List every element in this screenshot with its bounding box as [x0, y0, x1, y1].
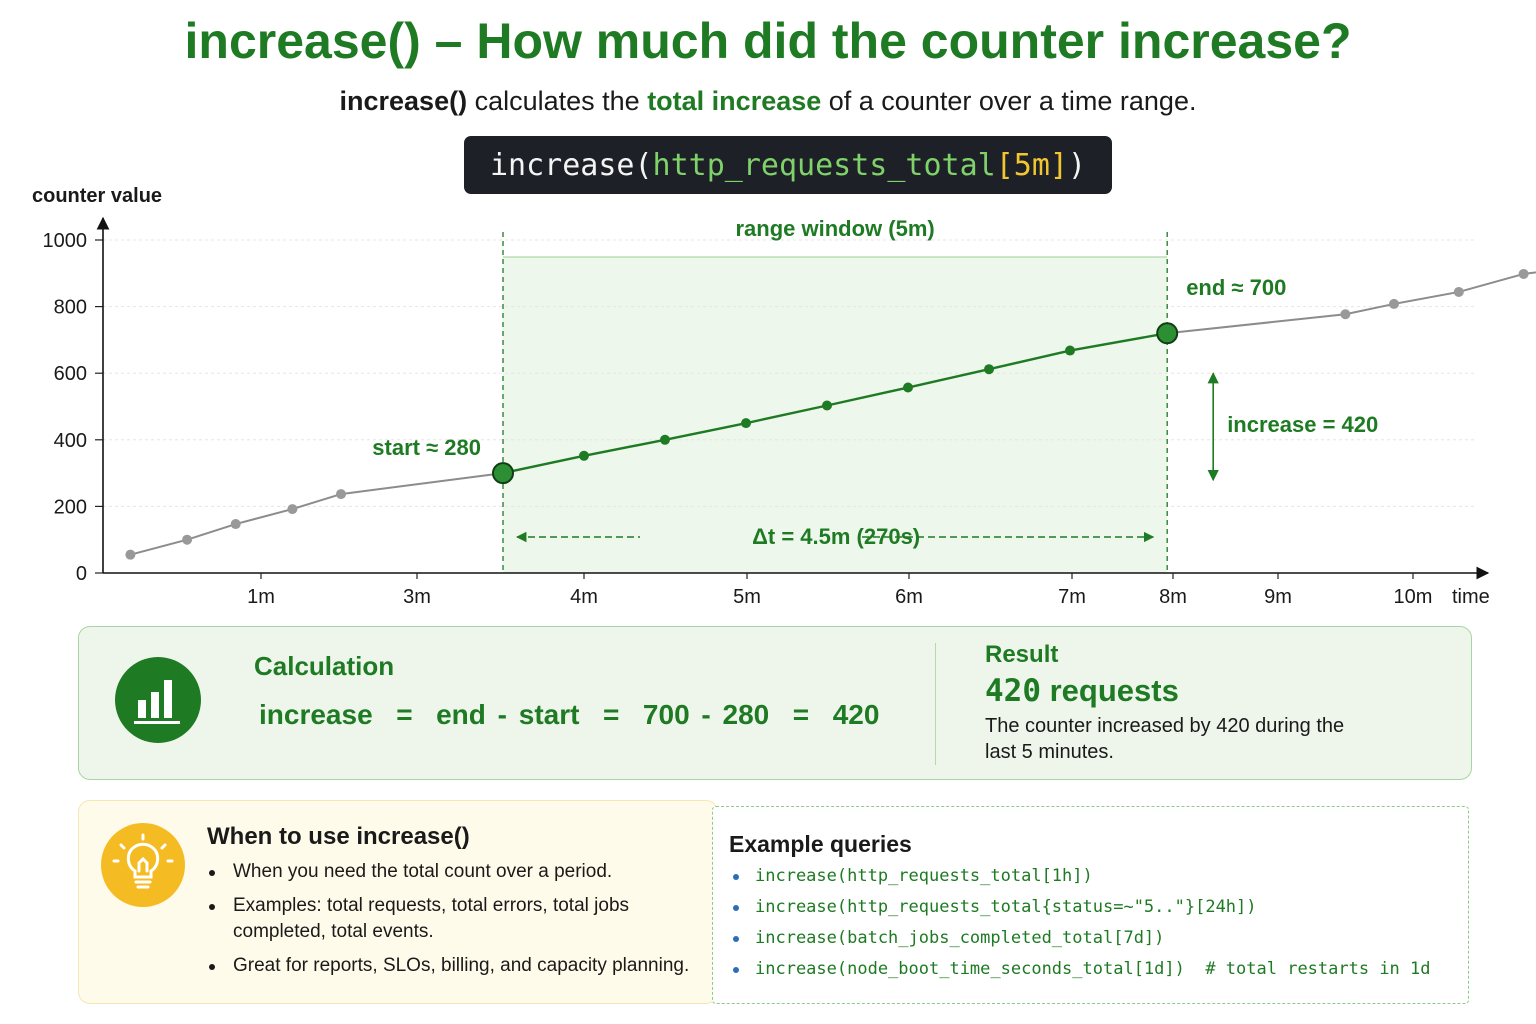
- x-tick-label: 7m: [1058, 586, 1086, 608]
- y-tick-label: 400: [54, 430, 87, 452]
- x-tick-label: 8m: [1159, 586, 1187, 608]
- end-point: [1156, 322, 1179, 345]
- start-point: [492, 462, 514, 485]
- example-query: increase(node_boot_time_seconds_total[1d…: [731, 956, 1431, 987]
- x-tick-label: 1m: [247, 586, 275, 608]
- x-tick-label: 3m: [403, 586, 431, 608]
- counter-line-chart: 0 200 400 600 800 1000 counter value time 1m 3m 4m…: [32, 185, 1536, 608]
- data-point: [230, 519, 241, 530]
- list-item: Great for reports, SLOs, billing, and ca…: [207, 953, 707, 979]
- example-queries-list: increase(http_requests_total[1h]) increa…: [731, 863, 1431, 987]
- data-point: [1065, 345, 1075, 356]
- y-axis-title: counter value: [32, 185, 162, 207]
- y-tick-label: 600: [54, 363, 87, 385]
- example-queries-title: Example queries: [729, 831, 912, 857]
- data-point: [1340, 309, 1351, 320]
- query-close: ): [1067, 147, 1087, 183]
- data-point: [579, 450, 589, 461]
- result-number: 420: [985, 673, 1041, 709]
- y-tick-label: 800: [54, 297, 87, 319]
- subtitle-function: increase(): [339, 86, 468, 116]
- result-description: The counter increased by 420 during the …: [985, 715, 1345, 763]
- data-point: [660, 434, 670, 445]
- end-annotation: end ≈ 700: [1186, 275, 1286, 300]
- series-line-before-window: [130, 472, 504, 556]
- y-tick-label: 1000: [43, 230, 88, 252]
- data-point: [822, 400, 832, 411]
- subtitle-text-end: of a counter over a time range.: [821, 86, 1197, 116]
- start-annotation: start ≈ 280: [372, 435, 481, 460]
- result-unit: requests: [1041, 673, 1179, 708]
- example-query: increase(batch_jobs_completed_total[7d]): [731, 925, 1431, 956]
- example-queries-panel: Example queries increase(http_requests_t…: [712, 806, 1469, 1004]
- list-item: Examples: total requests, total errors, …: [207, 893, 707, 945]
- data-point: [984, 364, 994, 375]
- delta-t-label: Δt = 4.5m (270s): [752, 524, 920, 549]
- page-subtitle: increase() calculates the total increase…: [0, 86, 1536, 117]
- query-code-box: increase(http_requests_total [5m]): [464, 136, 1112, 194]
- when-to-use-panel: When to use increase() When you need the…: [78, 800, 718, 1004]
- x-tick-label: 10m: [1394, 586, 1433, 608]
- range-window-label: range window (5m): [735, 216, 934, 241]
- data-point: [903, 382, 913, 393]
- when-to-use-list: When you need the total count over a per…: [207, 859, 707, 987]
- subtitle-highlight: total increase: [647, 86, 822, 116]
- y-tick-label: 200: [54, 496, 87, 518]
- subtitle-text: calculates the: [467, 86, 648, 116]
- x-tick-label: 4m: [570, 586, 598, 608]
- data-point: [1453, 286, 1464, 297]
- data-point: [1389, 298, 1399, 309]
- list-item: When you need the total count over a per…: [207, 859, 707, 885]
- data-point: [182, 534, 193, 545]
- x-axis-title: time: [1452, 586, 1490, 608]
- query-function: increase(: [489, 147, 653, 183]
- data-point: [741, 418, 751, 429]
- data-point: [125, 549, 136, 560]
- x-tick-label: 5m: [733, 586, 761, 608]
- when-to-use-title: When to use increase(): [207, 823, 470, 850]
- increase-annotation: increase = 420: [1227, 412, 1378, 437]
- calculation-title: Calculation: [254, 651, 395, 681]
- lightbulb-icon: [101, 823, 185, 907]
- result-value: 420 requests: [985, 673, 1179, 709]
- example-query: increase(http_requests_total[1h]): [731, 863, 1431, 894]
- x-tick-label: 6m: [895, 586, 923, 608]
- query-range: [5m]: [995, 147, 1068, 183]
- range-window-band: [503, 257, 1168, 573]
- data-point: [336, 489, 346, 500]
- result-label: Result: [985, 641, 1059, 668]
- example-query: increase(http_requests_total{status=~"5.…: [731, 894, 1431, 925]
- y-tick-label: 0: [76, 563, 87, 585]
- data-point: [1518, 268, 1529, 279]
- page-title: increase() – How much did the counter in…: [184, 13, 1352, 69]
- calculation-panel: Calculation increase = end - start = 700…: [78, 626, 1472, 780]
- x-tick-label: 9m: [1264, 586, 1292, 608]
- calculation-formula: increase = end - start = 700 - 280 = 420: [259, 699, 880, 730]
- data-point: [287, 504, 298, 515]
- series-line-after-window: [1167, 271, 1536, 335]
- query-metric: http_requests_total: [652, 147, 996, 183]
- panel-divider: [935, 643, 936, 765]
- bar-chart-icon: [115, 657, 201, 743]
